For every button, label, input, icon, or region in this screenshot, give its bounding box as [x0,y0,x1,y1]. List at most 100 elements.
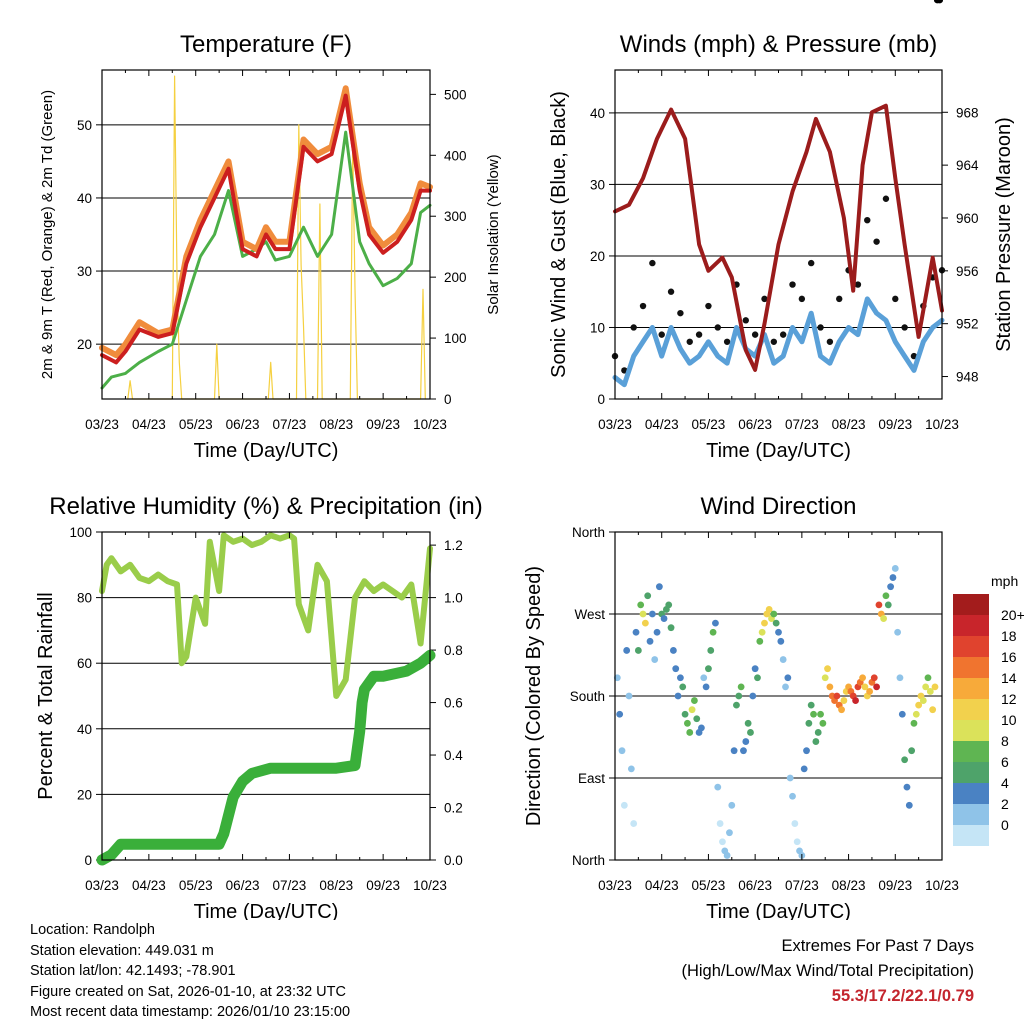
direction-point [931,683,939,691]
direction-point [747,729,754,736]
legend-swatch [953,615,989,636]
y2-tick-label: 956 [956,264,979,279]
direction-point [707,647,715,654]
direction-point [616,710,624,718]
y-axis-label-right-temperature: Solar Insolation (Yellow) [485,154,502,314]
x-tick-label: 05/23 [692,878,726,893]
direction-point [859,674,866,682]
direction-point [639,610,647,618]
y2-tick-label: 968 [956,105,979,120]
legend-label: 14 [1001,670,1017,686]
plot-frame [101,69,431,400]
x-tick-label: 07/23 [273,878,307,893]
direction-point [744,719,752,727]
gust-point [695,331,703,338]
legend-label: 18 [1001,628,1017,644]
x-tick-label: 08/23 [832,878,866,893]
direction-point [908,747,916,755]
direction-point [660,615,668,622]
y-tick-label: 40 [77,191,92,206]
y2-tick-label: 952 [956,317,979,332]
direction-point [688,706,696,714]
direction-point [620,801,628,809]
direction-point [737,683,745,691]
direction-point [672,665,680,673]
series-relative-humidity [99,532,433,699]
direction-point [786,774,794,782]
x-tick-label: 09/23 [366,878,400,893]
x-axis-label-winds: Time (Day/UTC) [706,440,851,462]
y-tick-label: West [574,607,605,622]
direction-point [679,683,687,691]
direction-point [765,606,773,613]
x-tick-label: 07/23 [785,417,819,432]
direction-point [632,628,640,636]
legend-swatch [953,804,989,825]
gust-point [817,324,824,331]
gust-point [658,331,665,338]
x-tick-label: 06/23 [738,878,772,893]
direction-point [730,747,738,755]
legend-label: 0 [1001,817,1009,833]
direction-point [875,601,883,609]
direction-point [651,656,659,663]
direction-point [735,692,743,700]
direction-point [833,692,841,700]
y-axis-label-right-winds: Station Pressure (Maroon) [993,117,1015,352]
y2-tick-label: 0.4 [444,748,463,763]
gust-point [705,302,712,310]
direction-point [805,719,813,727]
recent-timestamp-text: Most recent data timestamp: 2026/01/10 2… [30,1004,351,1021]
x-axis-label-wind_direction: Time (Day/UTC) [706,901,851,920]
x-tick-label: 07/23 [785,878,819,893]
direction-point [919,697,927,704]
y2-tick-label: 0 [444,392,452,407]
direction-point [733,701,740,709]
gust-point [901,324,908,331]
direction-point [793,838,801,846]
direction-point [903,783,911,791]
x-tick-label: 10/23 [925,878,959,893]
legend-swatch [953,678,989,699]
y2-tick-label: 964 [956,158,979,173]
y2-tick-label: 948 [956,370,979,385]
direction-point [922,683,930,691]
plot-frame [101,531,431,861]
x-tick-label: 04/23 [645,878,679,893]
gust-point [723,338,731,345]
legend-swatch [953,741,989,762]
direction-point [684,719,691,727]
y-tick-label: 0 [597,392,605,407]
y-tick-label: 40 [590,106,605,121]
direction-point [915,701,923,709]
station-info: Location: Randolph Station elevation: 44… [30,920,350,1023]
direction-point [924,674,932,682]
legend-swatch [953,636,989,657]
x-tick-label: 04/23 [645,417,679,432]
y2-tick-label: 1.0 [444,591,463,606]
y-tick-label: 40 [77,722,92,737]
gust-point [714,324,721,331]
direction-point [665,601,673,609]
direction-point [887,583,895,591]
x-tick-label: 05/23 [179,417,213,432]
direction-point [896,674,904,682]
direction-point [681,710,689,718]
y2-tick-label: 400 [444,148,467,163]
gust-point [639,302,647,310]
gust-point [789,281,796,288]
direction-point [905,801,913,809]
series-9m-temperature [99,85,433,359]
y-tick-label: 20 [590,249,605,264]
direction-point [705,665,712,673]
extremes-subtitle: (High/Low/Max Wind/Total Precipitation) [681,962,974,980]
y-tick-label: North [572,853,605,868]
series-total-precipitation [96,649,436,866]
direction-point [754,674,761,682]
direction-point [653,628,661,636]
elevation-text: Station elevation: 449.031 m [30,942,214,959]
direction-point [627,765,635,773]
x-tick-label: 10/23 [413,878,447,893]
x-tick-label: 05/23 [692,417,726,432]
